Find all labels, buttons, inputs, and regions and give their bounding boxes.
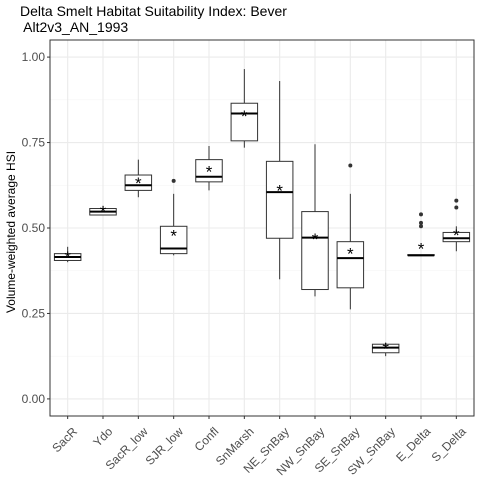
box [124, 174, 153, 191]
outlier-point [454, 205, 459, 210]
chart-title-line-1: Delta Smelt Habitat Suitability Index: B… [20, 3, 287, 19]
y-tick-label: 0.50 [22, 221, 46, 235]
box [442, 231, 471, 243]
box [336, 241, 365, 289]
mean-marker: * [418, 240, 425, 259]
y-tick-label: 0.25 [22, 306, 46, 320]
mean-marker: * [453, 226, 460, 245]
mean-marker: * [206, 163, 213, 182]
mean-marker: * [241, 107, 248, 126]
outlier-point [419, 220, 423, 225]
mean-marker: * [276, 181, 283, 200]
outlier-point [419, 224, 423, 229]
mean-marker: * [382, 339, 389, 358]
outlier-point [454, 198, 459, 203]
y-tick-label: 0.75 [22, 136, 46, 150]
outlier-point [348, 163, 353, 168]
box [230, 102, 259, 142]
mean-marker: * [312, 230, 319, 249]
x-tick-label: S_Delta [429, 424, 469, 464]
box [301, 211, 329, 291]
mean-marker: * [170, 227, 177, 246]
mean-marker: * [100, 203, 107, 222]
chart-title-line-2: Alt2v3_AN_1993 [20, 19, 129, 35]
x-tick-label: E_Delta [393, 424, 433, 464]
mean-marker: * [347, 245, 354, 264]
x-tick-label: SJR_low [143, 424, 187, 468]
y-tick-label: 1.00 [22, 50, 46, 64]
mean-marker: * [64, 248, 71, 267]
x-tick-label: Confl [192, 424, 222, 454]
outlier-point [419, 212, 423, 217]
x-tick-label: SacR [49, 424, 80, 455]
box [265, 160, 294, 239]
x-tick-label: Ydo [90, 424, 115, 449]
y-tick-label: 0.00 [22, 392, 46, 406]
mean-marker: * [135, 174, 142, 193]
outlier-point [171, 178, 176, 183]
